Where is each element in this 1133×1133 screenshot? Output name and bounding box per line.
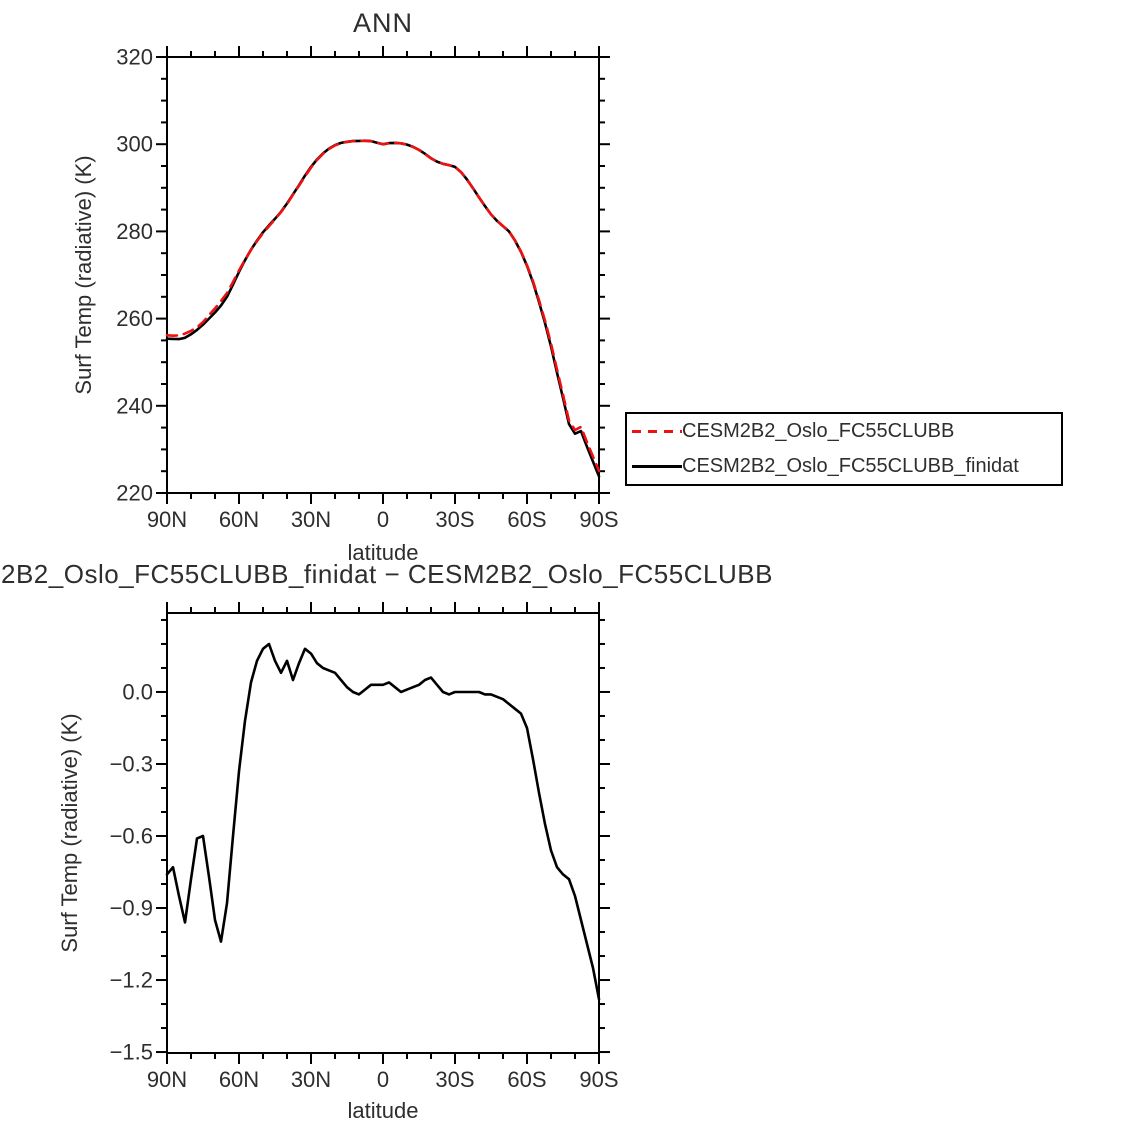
y-tick-label: 260 <box>116 306 153 331</box>
y-tick-label: 0.0 <box>122 679 153 704</box>
y-tick-label: 220 <box>116 481 153 506</box>
bottom-x-axis-title: latitude <box>347 1098 419 1123</box>
x-tick-label: 60N <box>219 1067 259 1092</box>
y-tick-label: −0.3 <box>110 751 153 776</box>
plot-frame <box>166 56 600 494</box>
x-tick-label: 90S <box>579 507 618 532</box>
top-y-axis-title: Surf Temp (radiative) (K) <box>71 155 96 395</box>
legend-label-base: CESM2B2_Oslo_FC55CLUBB <box>682 420 955 442</box>
x-tick-label: 90N <box>147 1067 187 1092</box>
black-solid-line-sample-icon <box>632 465 682 468</box>
bottom-y-axis-title: Surf Temp (radiative) (K) <box>57 713 82 953</box>
x-tick-label: 60N <box>219 507 259 532</box>
y-tick-label: −1.2 <box>110 968 153 993</box>
y-tick-label: 300 <box>116 132 153 157</box>
top-x-axis-title: latitude <box>347 540 419 565</box>
legend: CESM2B2_Oslo_FC55CLUBB CESM2B2_Oslo_FC55… <box>625 412 1063 486</box>
x-tick-label: 30S <box>435 1067 474 1092</box>
x-tick-label: 0 <box>377 1067 389 1092</box>
legend-row-finidat: CESM2B2_Oslo_FC55CLUBB_finidat <box>627 450 1061 484</box>
x-tick-label: 30N <box>291 507 331 532</box>
x-tick-label: 60S <box>507 507 546 532</box>
x-tick-label: 90N <box>147 507 187 532</box>
y-tick-label: −0.6 <box>110 824 153 849</box>
red-dashed-line-sample-icon <box>632 430 682 433</box>
y-tick-label: 320 <box>116 45 153 70</box>
legend-label-finidat: CESM2B2_Oslo_FC55CLUBB_finidat <box>682 455 1019 477</box>
top-chart-title: ANN <box>352 8 413 38</box>
plot-frame <box>166 612 600 1054</box>
x-tick-label: 30N <box>291 1067 331 1092</box>
difference (finidat − base)-curve <box>165 642 601 1001</box>
CESM2B2_Oslo_FC55CLUBB_finidat-curve <box>165 139 601 478</box>
CESM2B2_Oslo_FC55CLUBB-curve <box>165 139 601 473</box>
x-tick-label: 90S <box>579 1067 618 1092</box>
x-tick-label: 30S <box>435 507 474 532</box>
bottom-chart-title: 2B2_Oslo_FC55CLUBB_finidat − CESM2B2_Osl… <box>1 559 773 589</box>
y-tick-label: 280 <box>116 219 153 244</box>
y-tick-label: −0.9 <box>110 896 153 921</box>
x-tick-label: 60S <box>507 1067 546 1092</box>
x-tick-label: 0 <box>377 507 389 532</box>
y-tick-label: 240 <box>116 393 153 418</box>
y-tick-label: −1.5 <box>110 1040 153 1065</box>
legend-row-base: CESM2B2_Oslo_FC55CLUBB <box>627 415 1061 449</box>
